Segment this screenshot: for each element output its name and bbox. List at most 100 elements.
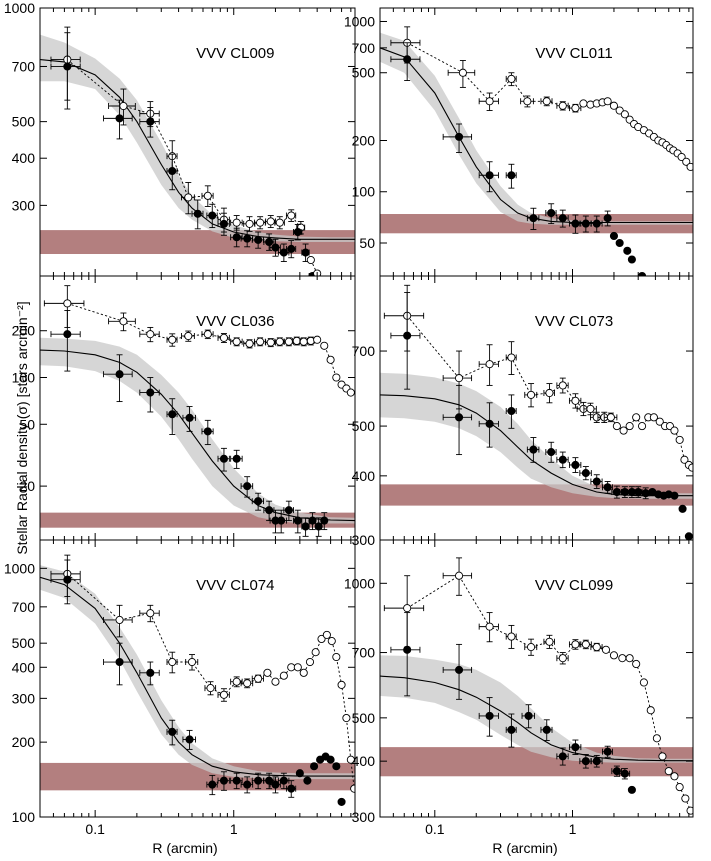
filled-point: [547, 448, 556, 457]
filled-point: [146, 668, 155, 677]
open-point: [245, 339, 254, 348]
open-point: [649, 413, 658, 422]
filled-point: [670, 491, 679, 500]
x-tick-label: 1: [569, 821, 577, 837]
open-point: [293, 663, 302, 672]
open-point: [279, 671, 288, 680]
filled-point: [185, 413, 194, 422]
filled-point: [308, 516, 317, 525]
y-tick-label: 500: [12, 114, 36, 130]
y-tick-label: 400: [12, 150, 36, 166]
fit-envelope: [380, 372, 693, 499]
filled-point: [265, 506, 274, 515]
open-point: [507, 74, 516, 83]
open-point: [350, 784, 355, 793]
filled-point: [485, 711, 494, 720]
filled-point: [454, 132, 464, 141]
filled-point: [243, 482, 252, 491]
filled-point: [454, 413, 464, 422]
plot-area: [40, 26, 355, 276]
open-point: [332, 652, 341, 662]
open-point: [612, 422, 621, 431]
fit-curve: [40, 59, 355, 240]
open-point: [275, 337, 284, 346]
filled-point: [185, 735, 194, 744]
filled-point: [301, 522, 310, 531]
open-point: [485, 360, 494, 369]
filled-point: [581, 219, 590, 228]
open-point: [655, 417, 664, 426]
filled-point: [208, 211, 217, 220]
y-tick-label: 200: [12, 323, 36, 339]
panel-3: 200 100 50 20 VVV CL036: [12, 275, 356, 541]
open-point: [625, 422, 634, 431]
open-point: [119, 101, 128, 111]
open-point: [523, 97, 532, 106]
filled-point: [581, 469, 590, 478]
open-point: [346, 755, 355, 764]
filled-point: [571, 460, 580, 470]
fit-curve: [380, 675, 693, 762]
open-point: [581, 640, 590, 649]
filled-point: [615, 238, 624, 248]
open-point: [592, 643, 601, 652]
filled-point: [326, 755, 335, 764]
open-point: [287, 663, 296, 672]
open-point: [682, 157, 691, 166]
filled-point: [293, 516, 302, 525]
filled-point: [529, 445, 538, 454]
y-tick-label: 400: [12, 659, 36, 675]
x-axis-label-left: R (arcmin): [152, 840, 217, 856]
open-point: [63, 299, 72, 308]
filled-point: [314, 522, 323, 531]
filled-point: [243, 780, 252, 789]
open-point: [115, 615, 124, 625]
y-tick-label: 200: [352, 132, 376, 148]
open-point: [638, 422, 647, 431]
y-tick-label: 500: [12, 635, 36, 651]
open-point: [299, 668, 308, 677]
open-point: [609, 651, 619, 660]
fit-envelope: [380, 32, 693, 225]
open-point: [652, 734, 661, 743]
panel-4: 700 500 400 300 VVV CL073: [352, 275, 694, 548]
open-point: [232, 337, 241, 346]
open-point: [203, 191, 212, 200]
filled-point: [485, 419, 494, 428]
filled-point: [603, 483, 612, 492]
y-tick-label: 500: [352, 710, 376, 726]
filled-point: [203, 427, 212, 436]
panel-title: VVV CL011: [535, 45, 612, 62]
open-point: [311, 648, 320, 657]
y-tick-label: 200: [12, 734, 36, 750]
filled-point: [310, 762, 319, 771]
filled-point: [168, 166, 177, 176]
y-tick-label: 300: [12, 690, 36, 706]
filled-point: [279, 776, 288, 785]
open-point: [219, 690, 228, 699]
plot-area: [380, 557, 693, 815]
filled-point: [295, 769, 304, 778]
filled-point: [612, 767, 621, 776]
filled-point: [63, 62, 72, 71]
open-point: [646, 706, 655, 715]
filled-point: [592, 757, 601, 766]
open-point: [675, 435, 684, 444]
filled-point: [620, 769, 629, 778]
filled-point: [558, 752, 567, 761]
y-tick-label: 700: [352, 343, 376, 359]
open-point: [526, 390, 536, 399]
filled-point: [146, 388, 155, 397]
open-point: [485, 622, 494, 631]
filled-point: [287, 244, 296, 253]
open-point: [686, 162, 693, 171]
panel-2: 1000 700 500 200 100 50 VVV CL011: [344, 7, 694, 277]
open-point: [326, 355, 335, 364]
open-point: [507, 353, 516, 362]
panel-title: VVV CL073: [535, 313, 613, 330]
plot-area: [380, 284, 693, 540]
open-point: [571, 640, 580, 649]
filled-point: [627, 255, 636, 264]
